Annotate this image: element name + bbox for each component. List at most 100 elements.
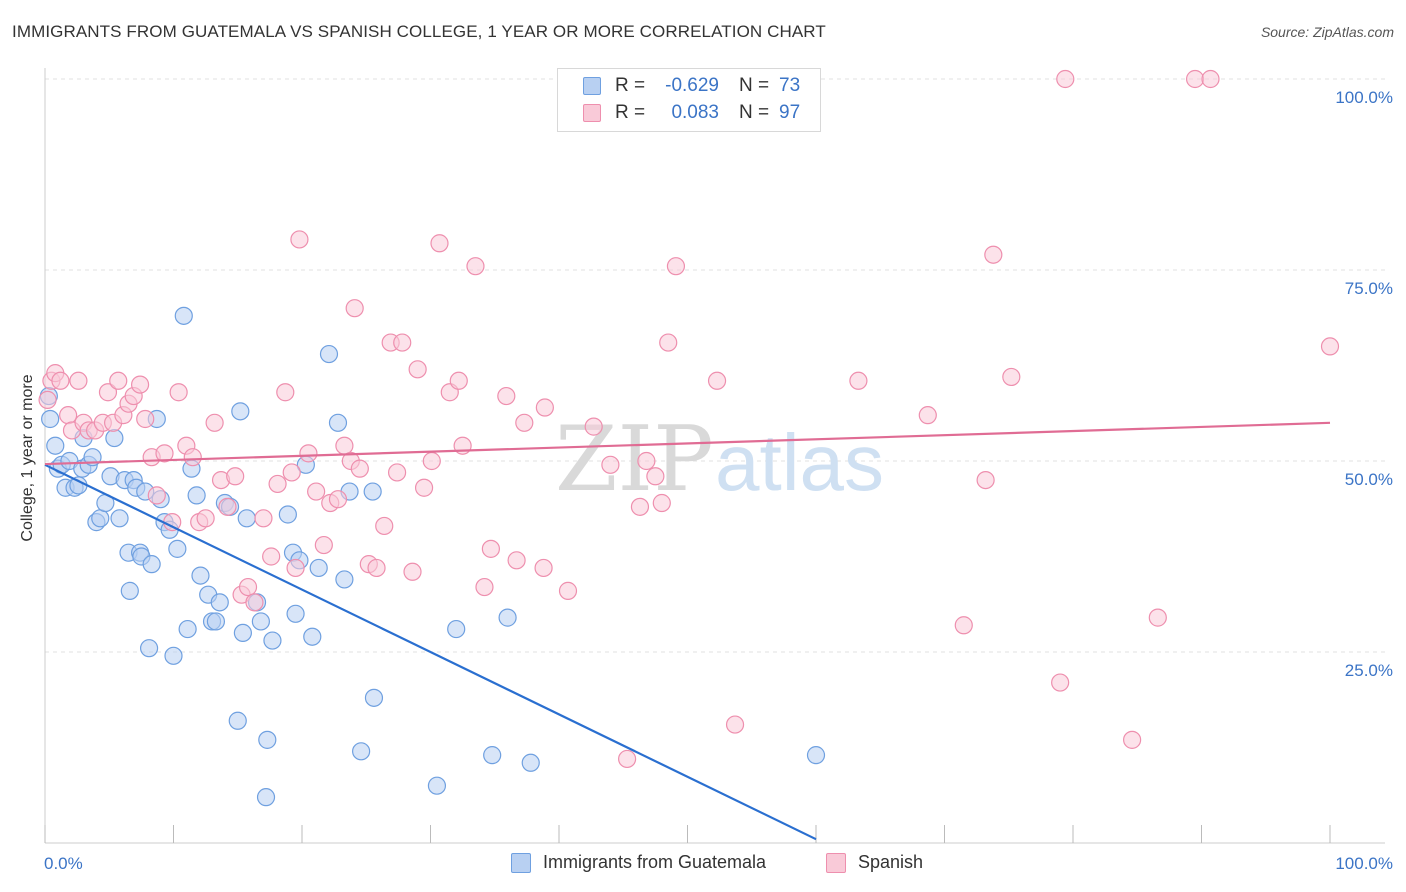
bottom-legend-swatch-spanish bbox=[826, 852, 846, 873]
point-spanish bbox=[976, 471, 995, 490]
bottom-legend-guatemala: Immigrants from Guatemala bbox=[511, 852, 766, 873]
point-spanish bbox=[507, 551, 526, 570]
point-guatemala bbox=[258, 730, 277, 749]
point-spanish bbox=[422, 451, 441, 471]
legend-r-value: 0.083 bbox=[671, 102, 719, 123]
point-guatemala bbox=[447, 619, 466, 639]
point-guatemala bbox=[483, 746, 502, 765]
legend-swatch-guatemala bbox=[583, 77, 601, 95]
point-spanish bbox=[328, 490, 348, 509]
point-spanish bbox=[307, 482, 326, 501]
point-spanish bbox=[497, 386, 516, 406]
source-label: Source: ZipAtlas.com bbox=[1260, 24, 1394, 40]
point-guatemala bbox=[335, 570, 354, 589]
point-spanish bbox=[254, 509, 273, 528]
point-guatemala bbox=[46, 436, 65, 455]
point-guatemala bbox=[41, 409, 60, 429]
point-spanish bbox=[59, 406, 78, 425]
point-guatemala bbox=[364, 688, 384, 707]
point-spanish bbox=[136, 409, 155, 429]
point-spanish bbox=[387, 463, 407, 482]
watermark-atlas: atlas bbox=[715, 418, 884, 507]
legend-n-value: 73 bbox=[779, 75, 801, 96]
point-guatemala bbox=[251, 612, 270, 631]
point-guatemala bbox=[191, 566, 210, 585]
point-guatemala bbox=[91, 509, 110, 528]
point-spanish bbox=[1002, 367, 1021, 387]
point-guatemala bbox=[231, 402, 250, 421]
point-spanish bbox=[350, 459, 369, 478]
point-spanish bbox=[183, 448, 202, 467]
point-spanish bbox=[707, 371, 727, 390]
point-guatemala bbox=[105, 428, 124, 448]
point-spanish bbox=[375, 516, 394, 536]
point-spanish bbox=[515, 413, 534, 432]
point-guatemala bbox=[278, 505, 297, 524]
point-guatemala bbox=[286, 604, 305, 623]
y-tick-label: 50.0% bbox=[1345, 470, 1393, 489]
point-guatemala bbox=[363, 482, 382, 501]
point-spanish bbox=[637, 451, 656, 471]
point-guatemala bbox=[164, 646, 183, 665]
point-spanish bbox=[954, 616, 973, 635]
point-spanish bbox=[408, 360, 427, 379]
point-spanish bbox=[403, 562, 422, 581]
point-guatemala bbox=[352, 742, 371, 761]
point-spanish bbox=[481, 539, 500, 558]
point-spanish bbox=[534, 558, 553, 578]
legend-r-label: R = bbox=[615, 102, 646, 123]
tick-labels: 100.0% 75.0% 50.0% 25.0% 0.0% 100.0% bbox=[44, 88, 1393, 873]
point-guatemala bbox=[110, 509, 129, 528]
point-spanish bbox=[238, 577, 258, 597]
point-guatemala bbox=[237, 509, 256, 528]
point-spanish bbox=[1123, 730, 1142, 749]
y-tick-label: 25.0% bbox=[1345, 661, 1393, 680]
point-guatemala bbox=[168, 539, 187, 558]
y-tick-label: 100.0% bbox=[1335, 88, 1393, 107]
point-guatemala bbox=[139, 639, 159, 658]
point-spanish bbox=[466, 257, 485, 276]
x-tick-label-max: 100.0% bbox=[1335, 854, 1393, 873]
point-guatemala bbox=[178, 619, 197, 639]
point-guatemala bbox=[142, 555, 161, 574]
gridlines bbox=[45, 78, 1385, 653]
legend-n-value: 97 bbox=[779, 102, 801, 123]
point-spanish bbox=[1185, 69, 1205, 89]
point-spanish bbox=[147, 486, 166, 505]
point-spanish bbox=[98, 383, 118, 402]
legend-r-label: R = bbox=[615, 75, 646, 96]
bottom-legend-label-spanish: Spanish bbox=[858, 852, 924, 872]
bottom-legend-swatch-guatemala bbox=[511, 852, 531, 873]
point-spanish bbox=[276, 383, 295, 402]
chart-title: IMMIGRANTS FROM GUATEMALA VS SPANISH COL… bbox=[12, 22, 826, 41]
trend-line-spanish bbox=[44, 421, 1331, 466]
point-guatemala bbox=[263, 631, 282, 650]
point-spanish bbox=[652, 493, 671, 513]
legend-row-guatemala: R = -0.629 N = 73 bbox=[583, 74, 800, 98]
correlation-legend: R = -0.629 N = 73 R = 0.083 N = 97 bbox=[557, 68, 821, 132]
point-spanish bbox=[262, 547, 281, 566]
point-spanish bbox=[918, 406, 937, 425]
watermark: ZIP atlas bbox=[555, 407, 884, 512]
point-spanish bbox=[290, 230, 309, 249]
point-spanish bbox=[205, 413, 224, 432]
point-spanish bbox=[109, 371, 128, 390]
point-spanish bbox=[218, 497, 237, 516]
point-spanish bbox=[1320, 337, 1340, 356]
point-guatemala bbox=[174, 306, 193, 325]
point-spanish bbox=[393, 333, 412, 352]
point-spanish bbox=[535, 398, 554, 417]
point-spanish bbox=[666, 257, 686, 276]
point-guatemala bbox=[206, 612, 226, 631]
trend-line-guatemala bbox=[44, 463, 817, 841]
point-spanish bbox=[345, 299, 364, 318]
point-spanish bbox=[51, 371, 70, 390]
point-spanish bbox=[245, 593, 264, 612]
point-spanish bbox=[414, 478, 434, 497]
point-guatemala bbox=[233, 623, 252, 643]
point-spanish bbox=[475, 577, 494, 597]
point-spanish bbox=[69, 371, 88, 390]
point-spanish bbox=[1201, 69, 1220, 89]
point-spanish bbox=[155, 444, 174, 463]
